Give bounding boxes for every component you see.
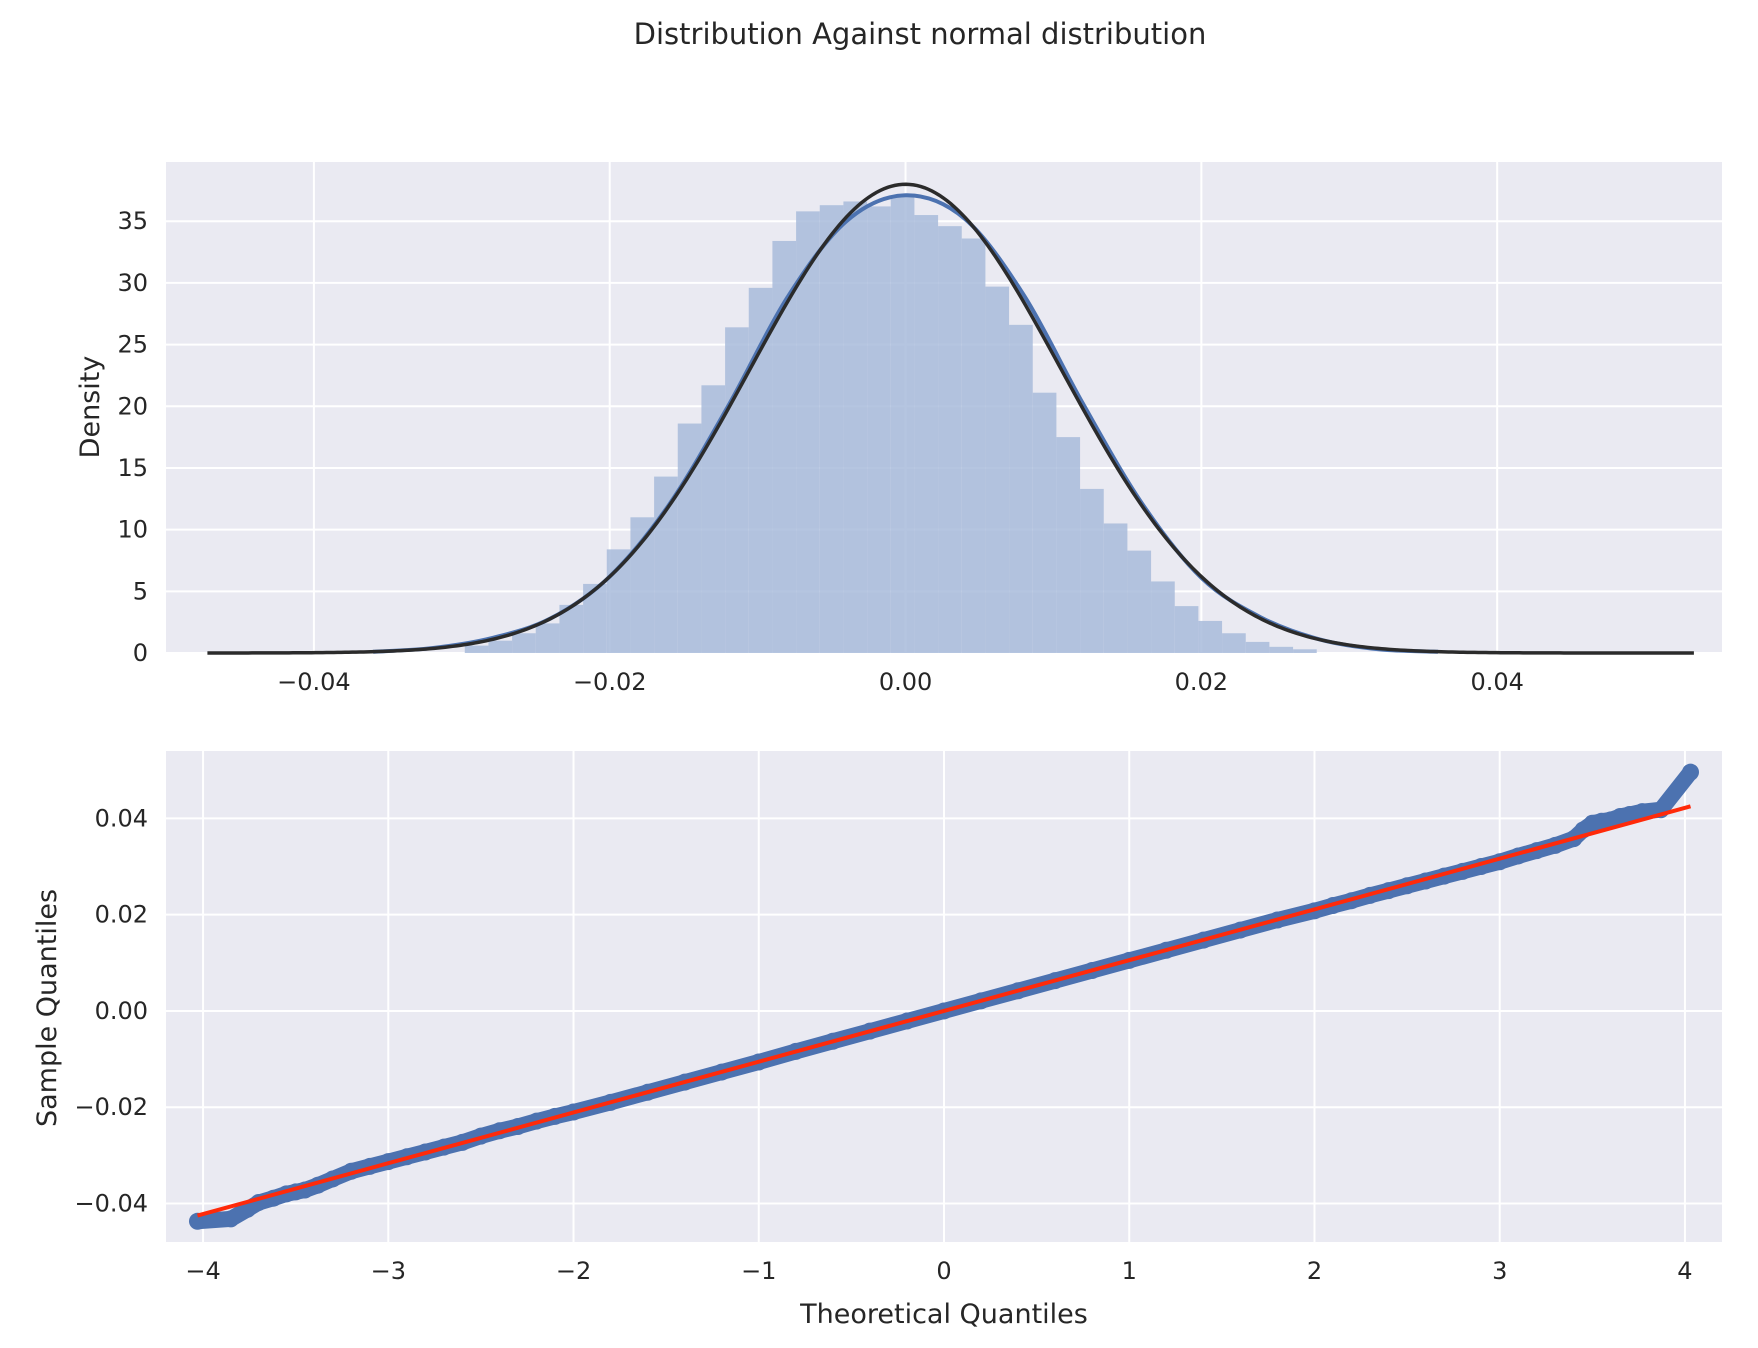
density-y-tick-label: 10 xyxy=(117,516,148,544)
qq-point xyxy=(1682,763,1700,781)
qq-x-tick-label: 0 xyxy=(936,1257,951,1285)
histogram-bar xyxy=(701,385,726,653)
qq-point xyxy=(1620,806,1638,824)
density-y-tick-label: 25 xyxy=(117,331,148,359)
histogram-bar xyxy=(1293,649,1317,653)
qq-x-axis-label: Theoretical Quantiles xyxy=(799,1299,1088,1330)
density-y-tick-label: 30 xyxy=(117,269,148,297)
histogram-bar xyxy=(654,476,678,653)
qq-y-tick-label: −0.02 xyxy=(74,1093,148,1121)
qq-point xyxy=(1633,803,1651,821)
histogram-bar xyxy=(1222,633,1246,653)
histogram-bar xyxy=(464,645,489,653)
qq-y-ticks: −0.04 −0.02 0.00 0.02 0.04 xyxy=(74,804,148,1217)
histogram-bar xyxy=(843,201,868,653)
qq-x-tick-label: −4 xyxy=(185,1257,220,1285)
density-histogram xyxy=(464,196,1317,654)
density-x-tick-label: −0.04 xyxy=(277,668,351,696)
qq-x-tick-label: 3 xyxy=(1492,1257,1507,1285)
histogram-bar xyxy=(1127,550,1152,653)
histogram-bar xyxy=(1198,620,1223,653)
histogram-bar xyxy=(796,211,820,653)
qq-x-tick-label: 1 xyxy=(1122,1257,1137,1285)
histogram-bar xyxy=(583,583,607,653)
qq-panel: −4 −3 −2 −1 0 1 2 3 4 −0.04 −0.02 0.00 0.02 0.04 The… xyxy=(32,751,1722,1330)
qq-reference-line xyxy=(196,804,1692,1218)
density-x-tick-label: −0.02 xyxy=(573,668,647,696)
density-y-axis-label: Density xyxy=(75,356,106,459)
histogram-bar xyxy=(890,196,915,653)
histogram-bar xyxy=(559,604,584,653)
qq-y-tick-label: 0.02 xyxy=(95,901,148,929)
qq-y-axis-label: Sample Quantiles xyxy=(32,889,63,1127)
qq-y-tick-label: 0.04 xyxy=(95,804,148,832)
histogram-bar xyxy=(488,640,513,653)
density-panel: −0.04 −0.02 0.00 0.02 0.04 0 5 10 15 20 25 30 35 De… xyxy=(75,162,1722,696)
histogram-bar xyxy=(1269,646,1294,653)
qq-x-tick-label: 4 xyxy=(1677,1257,1692,1285)
qq-gridlines xyxy=(166,751,1722,1242)
histogram-bar xyxy=(867,206,891,654)
histogram-bar xyxy=(725,327,749,653)
histogram-bar xyxy=(748,287,773,653)
histogram-bar xyxy=(985,286,1010,653)
histogram-bar xyxy=(1151,581,1175,653)
qq-y-tick-label: 0.00 xyxy=(95,997,148,1025)
density-x-tick-label: 0.00 xyxy=(879,668,932,696)
qq-x-tick-label: −1 xyxy=(741,1257,776,1285)
histogram-bar xyxy=(914,215,939,654)
histogram-bar xyxy=(1056,437,1081,653)
histogram-bar xyxy=(938,226,962,653)
density-y-tick-label: 35 xyxy=(117,207,148,235)
qq-point xyxy=(188,1212,206,1230)
density-x-tick-label: 0.02 xyxy=(1175,668,1228,696)
histogram-bar xyxy=(1245,641,1270,653)
density-x-tick-label: 0.04 xyxy=(1470,668,1523,696)
qq-x-tick-label: −2 xyxy=(556,1257,591,1285)
histogram-bar xyxy=(772,240,797,653)
qq-point xyxy=(222,1210,240,1228)
histogram-bar xyxy=(819,205,844,653)
density-y-tick-label: 20 xyxy=(117,392,148,420)
histogram-bar xyxy=(1032,392,1057,653)
density-x-ticks: −0.04 −0.02 0.00 0.02 0.04 xyxy=(277,668,1524,696)
figure-title: Distribution Against normal distribution xyxy=(634,17,1207,51)
qq-x-tick-label: −3 xyxy=(371,1257,406,1285)
histogram-bar xyxy=(512,633,536,653)
histogram-bar xyxy=(1174,606,1199,653)
histogram-bar xyxy=(961,238,986,654)
qq-x-tick-label: 2 xyxy=(1307,1257,1322,1285)
density-y-ticks: 0 5 10 15 20 25 30 35 xyxy=(117,207,148,667)
histogram-bar xyxy=(1103,523,1128,653)
density-y-tick-label: 5 xyxy=(133,577,148,605)
qq-x-ticks: −4 −3 −2 −1 0 1 2 3 4 xyxy=(185,1257,1692,1285)
histogram-bar xyxy=(1080,488,1104,653)
histogram-bar xyxy=(535,623,560,653)
density-y-tick-label: 15 xyxy=(117,454,148,482)
density-y-tick-label: 0 xyxy=(133,639,148,667)
normal-fit-curve xyxy=(207,182,1694,655)
qq-y-tick-label: −0.04 xyxy=(74,1189,148,1217)
histogram-bar xyxy=(1009,324,1033,653)
